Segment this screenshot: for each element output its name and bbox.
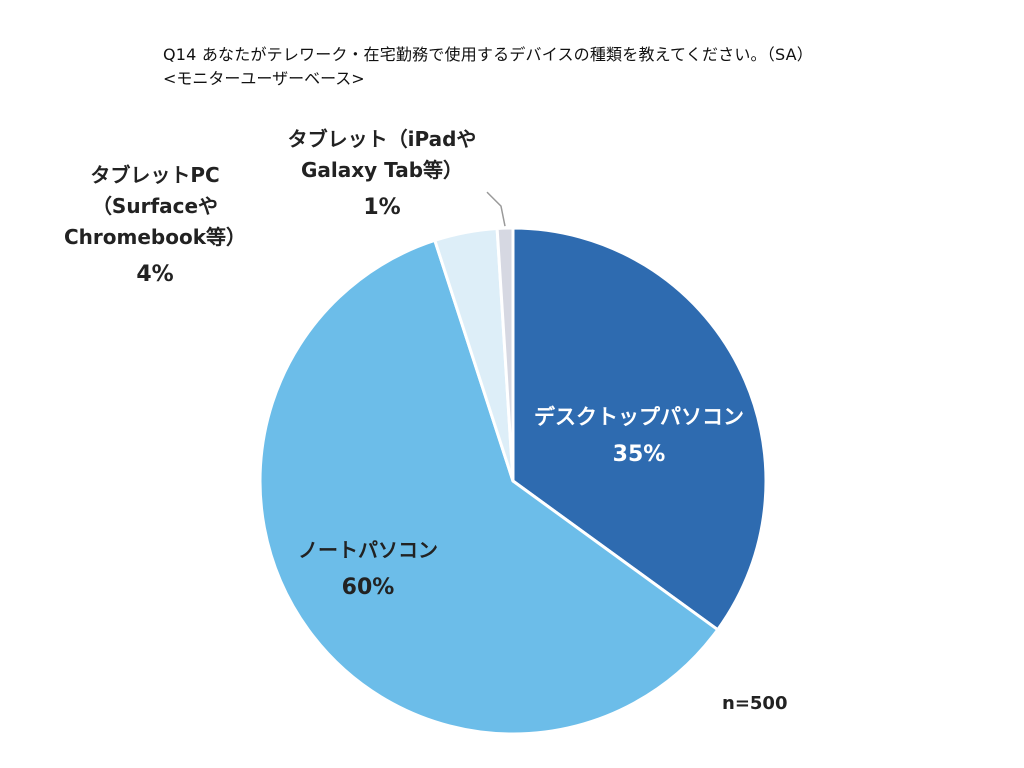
- slice-label-notebook: ノートパソコン 60%: [258, 535, 478, 603]
- slice-label-notebook-value: 60%: [341, 575, 395, 600]
- slice-label-notebook-name: ノートパソコン: [298, 538, 438, 562]
- slice-label-tablet-pc-line1: タブレットPC: [90, 163, 220, 187]
- slice-label-tablet-line2: Galaxy Tab等）: [300, 158, 464, 182]
- chart-subtitle: <モニターユーザーベース>: [163, 69, 365, 88]
- slice-desktop: [511, 226, 768, 632]
- slice-label-desktop: デスクトップパソコン 35%: [514, 402, 764, 470]
- slice-label-desktop-name: デスクトップパソコン: [534, 405, 744, 429]
- slice-label-desktop-value: 35%: [612, 442, 666, 467]
- slice-label-tablet-pc-line3: Chromebook等）: [63, 225, 247, 249]
- leader-line-tablet: [486, 191, 506, 227]
- slice-label-tablet-value: 1%: [363, 195, 401, 220]
- slice-label-tablet-pc: タブレットPC （Surfaceや Chromebook等） 4%: [35, 160, 275, 290]
- chart-title: Q14 あなたがテレワーク・在宅勤務で使用するデバイスの種類を教えてください。（…: [163, 45, 813, 64]
- slice-label-tablet: タブレット（iPadや Galaxy Tab等） 1%: [262, 124, 502, 223]
- slice-label-tablet-pc-value: 4%: [136, 262, 174, 287]
- slice-label-tablet-line1: タブレット（iPadや: [287, 127, 477, 151]
- slice-tablet: [495, 226, 515, 483]
- slice-notebook: [258, 238, 720, 736]
- sample-size-note: n=500: [722, 693, 788, 714]
- slice-label-tablet-pc-line2: （Surfaceや: [91, 194, 219, 218]
